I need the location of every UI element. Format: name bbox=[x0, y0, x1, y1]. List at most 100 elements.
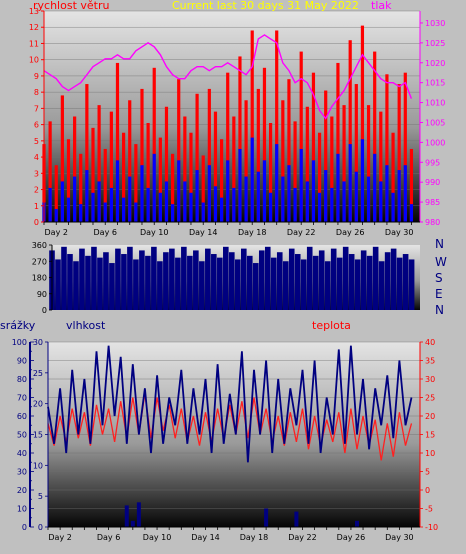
wind-gust-bar bbox=[85, 84, 89, 223]
wind-direction-bar bbox=[151, 246, 157, 310]
wind-direction-bar bbox=[199, 261, 205, 310]
wind-gust-bar bbox=[373, 51, 377, 223]
wind-gust-bar bbox=[366, 105, 371, 222]
wind-gust-bar bbox=[336, 62, 340, 222]
wind-direction-bar bbox=[61, 246, 67, 310]
temperature-ytick-label: 35 bbox=[425, 357, 435, 366]
wind-direction-bar bbox=[73, 261, 79, 310]
wind-avg-bar bbox=[311, 160, 316, 222]
wind-avg-bar bbox=[60, 181, 64, 222]
wind-direction-bar bbox=[288, 248, 295, 310]
pressure-ytick-label: 1005 bbox=[425, 118, 445, 127]
pressure-ytick-label: 995 bbox=[425, 158, 440, 167]
wind-avg-bar bbox=[91, 192, 95, 222]
wind-direction-bar bbox=[127, 246, 133, 310]
wind-direction-bar bbox=[348, 254, 355, 310]
wind-avg-bar bbox=[140, 165, 144, 222]
humidity-ytick-label: 15 bbox=[33, 431, 43, 440]
pressure-ytick-label: 1020 bbox=[425, 59, 445, 68]
wind-avg-bar bbox=[336, 153, 340, 222]
wind-direction-bar bbox=[109, 263, 115, 310]
wind-gust-bar bbox=[238, 56, 242, 223]
temperature-axis-label: teplota bbox=[312, 319, 351, 332]
wind-ytick-label: 4 bbox=[34, 153, 39, 162]
wind-ytick-label: 6 bbox=[34, 121, 39, 130]
direction-label-s: S bbox=[435, 271, 443, 285]
wind-direction-bar bbox=[354, 259, 361, 310]
wind-avg-bar bbox=[268, 192, 273, 222]
wind-gust-bar bbox=[109, 111, 113, 222]
wind-gust-bar bbox=[115, 62, 120, 222]
pressure-ytick-label: 1010 bbox=[425, 99, 445, 108]
wind-avg-bar bbox=[97, 181, 101, 222]
wind-gust-bar bbox=[348, 40, 352, 222]
wind-avg-bar bbox=[158, 192, 162, 222]
rain-ytick-label: 80 bbox=[17, 375, 27, 384]
wind-gust-bar bbox=[146, 122, 150, 222]
temperature-ytick-label: 40 bbox=[425, 338, 435, 347]
rain-ytick-label: 0 bbox=[22, 523, 27, 532]
wind-gust-bar bbox=[164, 106, 169, 222]
wind-direction-bar bbox=[240, 248, 247, 310]
temperature-ytick-label: 30 bbox=[425, 375, 435, 384]
wind-direction-bar bbox=[342, 246, 349, 310]
wind-avg-bar bbox=[48, 187, 52, 222]
wind-avg-bar bbox=[66, 197, 71, 222]
temperature-ytick-label: -10 bbox=[425, 523, 438, 532]
climate-xtick-label: Day 26 bbox=[337, 533, 366, 542]
wind-direction-bar bbox=[336, 257, 343, 310]
rain-ytick-label: 70 bbox=[17, 394, 27, 403]
wind-avg-bar bbox=[385, 165, 389, 222]
wind-avg-bar bbox=[324, 170, 328, 222]
humidity-line bbox=[47, 345, 413, 463]
wind-avg-bar bbox=[109, 187, 113, 222]
wind-gust-bar bbox=[207, 88, 211, 223]
wind-avg-bar bbox=[219, 197, 224, 222]
humidity-ytick-label: 20 bbox=[33, 400, 43, 409]
wind-direction-bar bbox=[55, 259, 61, 310]
wind-direction-bar bbox=[258, 250, 265, 310]
climate-xtick-label: Day 30 bbox=[385, 533, 414, 542]
wind-direction-bar bbox=[318, 250, 325, 310]
rain-ytick-label: 10 bbox=[17, 505, 27, 514]
wind-gust-bar bbox=[324, 90, 328, 223]
wind-direction-bar bbox=[205, 248, 211, 310]
wind-gust-bar bbox=[195, 93, 199, 223]
wind-direction-bar bbox=[264, 246, 271, 310]
wind-gust-bar bbox=[330, 116, 334, 222]
pressure-ytick-label: 1000 bbox=[425, 138, 445, 147]
wind-direction-bar bbox=[169, 248, 175, 310]
temperature-ytick-label: 15 bbox=[425, 431, 435, 440]
rain-ytick-label: 20 bbox=[17, 486, 27, 495]
wind-direction-bar bbox=[234, 259, 241, 310]
wind-xtick-label: Day 30 bbox=[385, 228, 414, 237]
wind-direction-bar bbox=[396, 257, 403, 310]
wind-gust-bar bbox=[134, 144, 138, 222]
wind-gust-bar bbox=[152, 67, 156, 222]
temperature-ytick-label: 20 bbox=[425, 412, 435, 421]
wind-avg-bar bbox=[348, 144, 352, 222]
rain-ytick-label: 60 bbox=[17, 412, 27, 421]
wind-gust-bar bbox=[79, 153, 83, 222]
wind-direction-bar bbox=[229, 252, 235, 310]
wind-direction-bar bbox=[97, 257, 103, 310]
direction-label-n-top: N bbox=[435, 237, 444, 251]
wind-gust-bar bbox=[213, 111, 218, 222]
wind-direction-bar bbox=[366, 255, 373, 310]
wind-direction-bar bbox=[282, 261, 289, 310]
humidity-ytick-label: 0 bbox=[38, 523, 43, 532]
wind-gust-bar bbox=[391, 132, 395, 222]
wind-avg-bar bbox=[305, 181, 309, 222]
wind-xtick-label: Day 2 bbox=[45, 228, 68, 237]
rain-axis-label: srážky bbox=[0, 319, 36, 332]
temperature-ytick-label: 0 bbox=[425, 486, 430, 495]
wind-gust-bar bbox=[287, 79, 291, 223]
wind-gust-bar bbox=[128, 100, 132, 222]
pressure-ytick-label: 1015 bbox=[425, 79, 445, 88]
wind-avg-bar bbox=[189, 192, 193, 222]
wind-gust-bar bbox=[232, 116, 236, 222]
wind-gust-bar bbox=[60, 95, 64, 222]
wind-gust-bar bbox=[177, 79, 181, 223]
wind-avg-bar bbox=[85, 170, 89, 222]
wind-avg-bar bbox=[281, 176, 285, 222]
